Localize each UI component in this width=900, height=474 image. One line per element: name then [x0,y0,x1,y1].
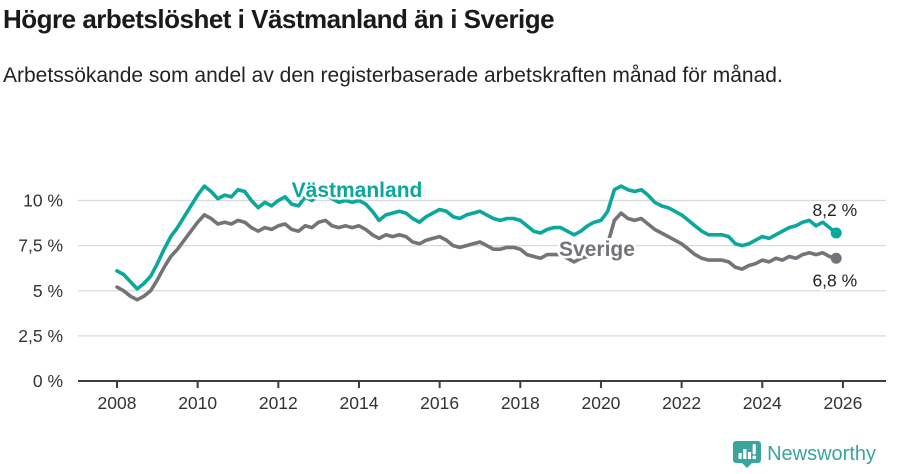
series-end-dot [830,252,842,264]
y-axis-tick-label: 10 % [23,191,63,211]
x-axis-tick-label: 2020 [581,393,620,413]
x-axis-tick-label: 2016 [420,393,459,413]
series-line-västmanland [115,184,839,291]
newsworthy-logo-icon[interactable] [733,440,762,468]
x-axis-tick-label: 2022 [662,393,701,413]
x-axis-tick-label: 2018 [501,393,540,413]
brand-name[interactable]: Newsworthy [767,442,876,465]
chart-subtitle: Arbetssökande som andel av den registerb… [3,64,783,87]
series-end-dot [830,227,842,239]
x-axis-tick-label: 2014 [340,393,379,413]
series-label-sverige: Sverige [559,238,635,261]
x-axis-tick-label: 2024 [743,393,782,413]
bar-chart-speech-bubble-icon [733,441,762,468]
brand-footer[interactable]: Newsworthy [733,440,876,468]
x-axis-tick-label: 2010 [178,393,217,413]
series-end-value-label: 6,8 % [812,270,857,290]
x-axis-tick-label: 2012 [259,393,298,413]
series-end-value-label: 8,2 % [812,200,857,220]
x-axis-tick-label: 2008 [98,393,137,413]
line-chart: 0 % 2,5 % 5 % 7,5 % 10 % 2008 2010 2012 2014 2016… [0,152,900,420]
x-axis-tick-label: 2026 [823,393,862,413]
y-axis-tick-label: 0 % [33,371,63,391]
y-axis-tick-label: 7,5 % [18,236,63,256]
series-label-västmanland: Västmanland [292,179,423,202]
y-axis-tick-label: 5 % [33,281,63,301]
y-axis-tick-label: 2,5 % [18,326,63,346]
line-chart-svg: 0 % 2,5 % 5 % 7,5 % 10 % 2008 2010 2012 2014 2016… [18,177,886,413]
series-line-sverige [115,211,839,302]
chart-title: Högre arbetslöshet i Västmanland än i Sv… [3,4,555,34]
